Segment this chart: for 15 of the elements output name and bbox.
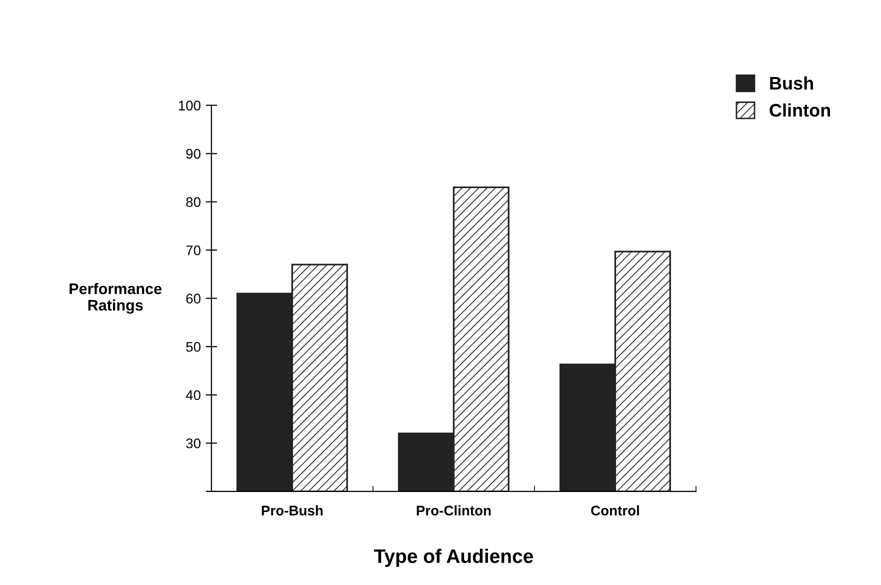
y-tick-label: 30 [186,438,200,448]
legend-label: Clinton [770,103,830,117]
y-tick-label: 80 [186,197,200,207]
y-tick-label: 90 [186,148,200,159]
y-tick-label: 60 [186,294,200,304]
y-tick-label: 50 [186,342,200,352]
y-tick-label: 70 [186,245,200,256]
x-axis-title: Type of Audience [374,548,534,567]
y-tick-label: 40 [186,390,200,400]
x-tick-label: Pro-Clinton [416,505,491,516]
y-tick-label: 100 [178,100,200,110]
legend-label: Bush [770,76,813,90]
x-tick-label: Pro-Bush [262,505,323,516]
x-tick-label: Control [591,505,639,516]
y-axis-title: Performance Ratings [70,282,162,314]
